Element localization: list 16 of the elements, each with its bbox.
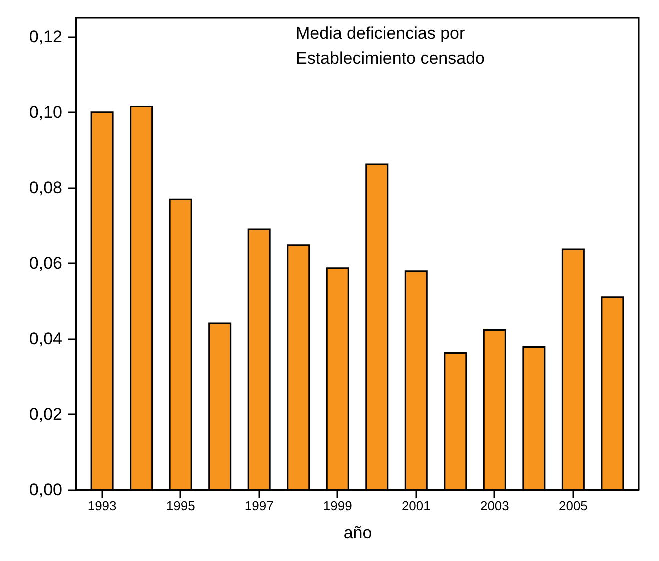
- x-tick-label: 2005: [558, 498, 588, 514]
- x-axis-title: año: [344, 524, 372, 542]
- x-tick-label: 1999: [323, 498, 352, 514]
- x-tick-label: 1995: [166, 498, 196, 514]
- y-tick-label: 0,04: [29, 329, 62, 348]
- y-tick-label: 0,06: [29, 254, 62, 273]
- x-tick-label: 2001: [402, 498, 431, 514]
- x-tick-label: 1993: [88, 498, 117, 514]
- x-tick-label: 2003: [480, 498, 510, 514]
- x-tick-label: 1997: [244, 498, 274, 514]
- y-tick-label: 0,00: [29, 480, 62, 500]
- y-tick-label: 0,02: [29, 404, 62, 424]
- y-tick-label: 0,12: [29, 27, 62, 46]
- y-tick-label: 0,08: [29, 178, 62, 198]
- annotation: Media deficiencias por Establecimiento censado: [296, 24, 486, 68]
- y-tick-label: 0,10: [29, 102, 62, 122]
